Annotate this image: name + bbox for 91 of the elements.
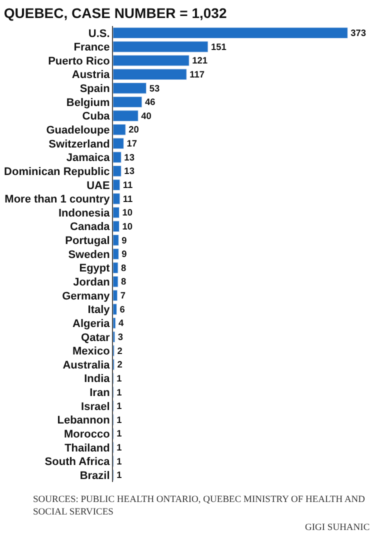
- source-note: SOURCES: PUBLIC HEALTH ONTARIO, QUEBEC MINISTRY OF HEALTH AND SOCIAL SERVICES: [33, 495, 366, 518]
- y-tick-label: Australia: [62, 359, 111, 372]
- y-tick-label: Germany: [62, 290, 111, 302]
- data-label: 1: [116, 414, 122, 425]
- bar: [113, 124, 126, 136]
- data-label: 10: [122, 208, 133, 218]
- y-tick-label: Israel: [81, 400, 110, 413]
- y-tick-label: Puerto Rico: [48, 55, 110, 68]
- data-label: 8: [121, 262, 126, 273]
- bar: [113, 193, 120, 204]
- data-label: 1: [116, 373, 122, 384]
- data-label: 117: [190, 69, 205, 80]
- data-label: 10: [122, 221, 133, 232]
- bar: [113, 304, 118, 315]
- data-label: 11: [122, 180, 133, 190]
- data-label: 121: [192, 56, 208, 66]
- y-tick-label: Thailand: [64, 442, 110, 454]
- bar: [113, 234, 119, 246]
- data-label: 4: [118, 318, 125, 328]
- bar: [113, 179, 120, 191]
- y-tick-label: Iran: [90, 387, 110, 400]
- y-tick-label: France: [74, 42, 110, 54]
- bar: [113, 110, 138, 122]
- bar: [113, 96, 142, 108]
- text: GIGI SUHANIC: [305, 523, 370, 533]
- bar: [113, 165, 122, 177]
- data-label: 11: [122, 194, 133, 204]
- data-label: 9: [122, 249, 127, 260]
- bar: [113, 54, 190, 66]
- data-label: 6: [120, 304, 125, 314]
- y-tick-label: Mexico: [72, 346, 110, 358]
- data-label: 1: [116, 456, 122, 466]
- y-tick-label: Belgium: [66, 96, 110, 109]
- y-tick-label: Cuba: [82, 110, 111, 123]
- data-label: 1: [116, 442, 122, 453]
- data-label: 13: [124, 152, 134, 162]
- y-tick-label: Switzerland: [48, 138, 110, 150]
- y-tick-label: U.S.: [88, 28, 110, 40]
- y-tick-label: Egypt: [79, 262, 110, 275]
- data-label: 7: [120, 290, 126, 301]
- y-tick-label: Italy: [88, 304, 111, 316]
- chart-title: QUEBEC, CASE NUMBER = 1,032: [4, 4, 227, 21]
- y-tick-label: Morocco: [64, 428, 110, 440]
- y-tick-label: Jordan: [73, 276, 110, 288]
- data-label: 1: [116, 470, 122, 480]
- data-label: 40: [141, 110, 152, 121]
- y-tick-label: More than 1 country: [4, 194, 111, 206]
- bar: [113, 82, 147, 94]
- data-label: 17: [126, 138, 137, 149]
- data-label: 373: [350, 28, 366, 38]
- y-tick-label: Guadeloupe: [46, 124, 110, 136]
- y-tick-label: Jamaica: [66, 152, 111, 164]
- y-tick-label: Sweden: [68, 248, 110, 261]
- bar: [113, 27, 348, 39]
- data-label: 13: [124, 166, 134, 176]
- bar: [113, 138, 124, 150]
- data-label: 9: [122, 235, 127, 246]
- bar: [113, 220, 120, 232]
- data-label: 8: [121, 276, 126, 287]
- data-label: 46: [144, 97, 156, 108]
- y-tick-label: Canada: [70, 221, 111, 234]
- y-tick-label: Algeria: [72, 318, 111, 330]
- data-label: 2: [117, 360, 122, 370]
- bar: [113, 262, 118, 274]
- data-label: 20: [128, 124, 139, 135]
- data-label: 1: [116, 387, 122, 398]
- data-label: 1: [116, 401, 122, 412]
- y-tick-label: South Africa: [44, 456, 111, 468]
- y-tick-label: India: [84, 373, 111, 386]
- bar: [113, 68, 187, 80]
- y-tick-label: Lebannon: [57, 414, 110, 427]
- data-label: 53: [149, 83, 160, 94]
- y-tick-label: Dominican Republic: [4, 166, 110, 178]
- y-tick-label: Portugal: [65, 235, 110, 248]
- y-tick-label: UAE: [86, 180, 110, 192]
- data-label: 151: [210, 42, 226, 52]
- y-tick-label: Brazil: [80, 470, 110, 482]
- bar: [113, 152, 122, 163]
- bar: [113, 248, 119, 260]
- y-tick-label: Austria: [72, 69, 111, 82]
- data-label: 2: [117, 346, 122, 356]
- y-tick-label: Indonesia: [58, 207, 111, 220]
- bar: [113, 41, 208, 52]
- bar: [113, 206, 120, 218]
- data-label: 3: [118, 332, 124, 342]
- y-tick-label: Spain: [80, 83, 110, 96]
- y-tick-label: Qatar: [81, 332, 111, 344]
- bar: [113, 290, 118, 302]
- bar: [113, 317, 116, 329]
- bar: [113, 276, 118, 288]
- data-label: 1: [116, 428, 122, 439]
